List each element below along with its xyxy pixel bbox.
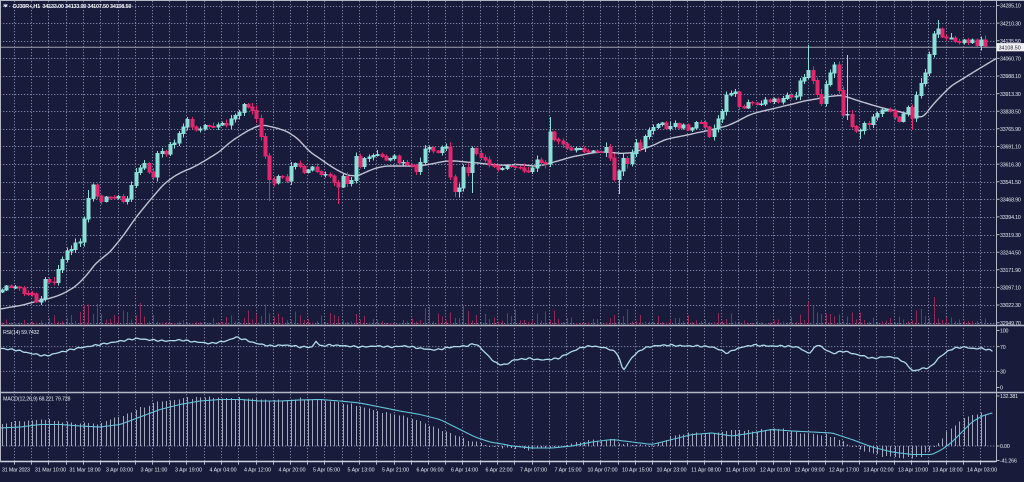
svg-text:70: 70 bbox=[1000, 345, 1006, 351]
svg-text:33541.50: 33541.50 bbox=[1000, 180, 1021, 186]
svg-text:11 Apr 16:00: 11 Apr 16:00 bbox=[726, 468, 756, 474]
svg-text:34285.10: 34285.10 bbox=[1000, 4, 1021, 10]
svg-text:6 Apr 14:00: 6 Apr 14:00 bbox=[451, 468, 478, 474]
svg-text:-41.266: -41.266 bbox=[1000, 459, 1017, 465]
svg-text:0: 0 bbox=[1000, 386, 1003, 392]
svg-text:7 Apr 07:00: 7 Apr 07:00 bbox=[520, 468, 547, 474]
svg-text:7 Apr 15:00: 7 Apr 15:00 bbox=[554, 468, 581, 474]
svg-text:13 Apr 10:00: 13 Apr 10:00 bbox=[898, 468, 928, 474]
svg-text:3 Apr 19:00: 3 Apr 19:00 bbox=[175, 468, 202, 474]
svg-text:33171.90: 33171.90 bbox=[1000, 268, 1021, 274]
svg-text:12 Apr 09:00: 12 Apr 09:00 bbox=[794, 468, 824, 474]
svg-text:6 Apr 22:00: 6 Apr 22:00 bbox=[485, 468, 512, 474]
svg-text:34060.70: 34060.70 bbox=[1000, 57, 1021, 63]
svg-text:33765.90: 33765.90 bbox=[1000, 127, 1021, 133]
svg-text:33616.30: 33616.30 bbox=[1000, 162, 1021, 168]
svg-text:14 Apr 03:00: 14 Apr 03:00 bbox=[967, 468, 997, 474]
svg-text:13 Apr 02:00: 13 Apr 02:00 bbox=[863, 468, 893, 474]
svg-text:33244.50: 33244.50 bbox=[1000, 250, 1021, 256]
svg-text:34135.50: 34135.50 bbox=[1000, 39, 1021, 45]
svg-text:5 Apr 13:00: 5 Apr 13:00 bbox=[347, 468, 374, 474]
svg-text:33319.30: 33319.30 bbox=[1000, 233, 1021, 239]
svg-text:3 Apr 03:00: 3 Apr 03:00 bbox=[106, 468, 133, 474]
svg-text:31 Mar 10:00: 31 Mar 10:00 bbox=[35, 468, 66, 474]
svg-text:33097.10: 33097.10 bbox=[1000, 286, 1021, 292]
svg-text:MACD(12,26,9) 68.221 79.728: MACD(12,26,9) 68.221 79.728 bbox=[3, 397, 71, 403]
svg-text:31 Mar 2023: 31 Mar 2023 bbox=[2, 468, 30, 474]
svg-text:33988.10: 33988.10 bbox=[1000, 74, 1021, 80]
svg-text:34108.50: 34108.50 bbox=[999, 45, 1021, 51]
svg-text:10 Apr 23:00: 10 Apr 23:00 bbox=[656, 468, 686, 474]
svg-text:4 Apr 04:00: 4 Apr 04:00 bbox=[209, 468, 236, 474]
svg-text:34210.30: 34210.30 bbox=[1000, 21, 1021, 27]
svg-text:12 Apr 17:00: 12 Apr 17:00 bbox=[829, 468, 859, 474]
svg-text:4 Apr 20:00: 4 Apr 20:00 bbox=[278, 468, 305, 474]
svg-text:0.00: 0.00 bbox=[1000, 444, 1010, 450]
svg-text:11 Apr 08:00: 11 Apr 08:00 bbox=[691, 468, 721, 474]
svg-text:4 Apr 12:00: 4 Apr 12:00 bbox=[244, 468, 271, 474]
svg-text:33691.10: 33691.10 bbox=[1000, 145, 1021, 151]
svg-text:33838.50: 33838.50 bbox=[1000, 109, 1021, 115]
svg-text:3 Apr 11:00: 3 Apr 11:00 bbox=[141, 468, 168, 474]
svg-text:32949.70: 32949.70 bbox=[1000, 321, 1021, 327]
svg-text:13 Apr 18:00: 13 Apr 18:00 bbox=[932, 468, 962, 474]
svg-text:10 Apr 15:00: 10 Apr 15:00 bbox=[622, 468, 652, 474]
svg-text:RSI(14) 59.7432: RSI(14) 59.7432 bbox=[3, 330, 39, 336]
svg-text:5 Apr 05:00: 5 Apr 05:00 bbox=[313, 468, 340, 474]
svg-text:12 Apr 01:00: 12 Apr 01:00 bbox=[760, 468, 790, 474]
svg-text:132.381: 132.381 bbox=[1000, 394, 1018, 400]
svg-text:10 Apr 07:00: 10 Apr 07:00 bbox=[587, 468, 617, 474]
svg-text:31 Mar 18:00: 31 Mar 18:00 bbox=[69, 468, 100, 474]
svg-text:33022.30: 33022.30 bbox=[1000, 303, 1021, 309]
svg-text:DJ30R+,H1 34133.00 34133.00 3: DJ30R+,H1 34133.00 34133.00 34107.50 341… bbox=[13, 4, 131, 10]
svg-text:5 Apr 21:00: 5 Apr 21:00 bbox=[382, 468, 409, 474]
svg-text:33394.10: 33394.10 bbox=[1000, 215, 1021, 221]
svg-text:6 Apr 06:00: 6 Apr 06:00 bbox=[416, 468, 443, 474]
svg-text:33913.30: 33913.30 bbox=[1000, 92, 1021, 98]
svg-text:30: 30 bbox=[1000, 370, 1006, 376]
svg-text:33468.90: 33468.90 bbox=[1000, 198, 1021, 204]
svg-text:100: 100 bbox=[1000, 329, 1009, 335]
